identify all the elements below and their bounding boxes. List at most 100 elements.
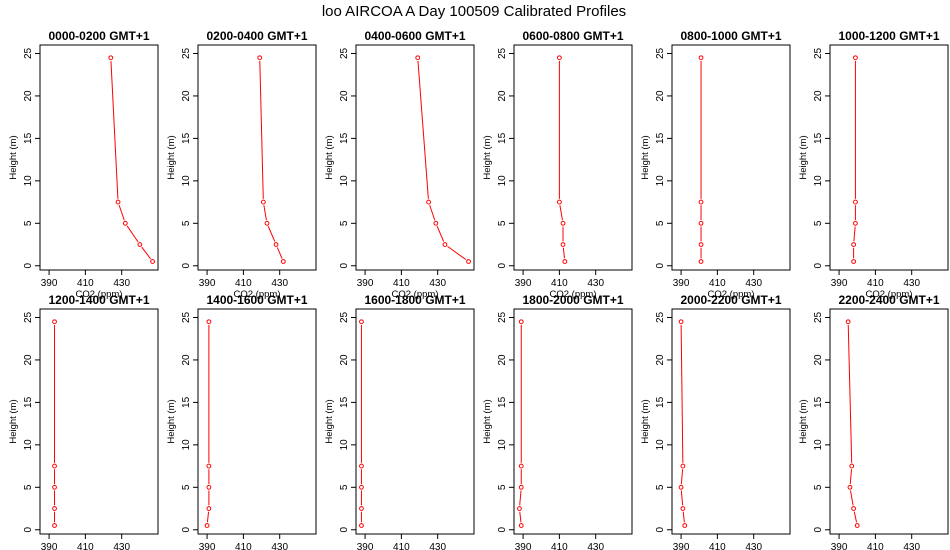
profile-segment (680, 469, 684, 485)
profile-point (415, 55, 421, 61)
profile-point (853, 55, 858, 61)
x-tick-label: 410 (709, 542, 726, 550)
x-tick-label: 430 (113, 278, 130, 289)
y-tick-label: 0 (339, 263, 350, 269)
profile-segment (263, 205, 267, 221)
x-tick-label: 390 (357, 542, 374, 550)
x-axis-label: CO2 (ppm) (392, 289, 439, 300)
x-axis-label: CO2 (ppm) (866, 289, 913, 300)
x-tick-label: 430 (903, 542, 920, 550)
profile-point (264, 220, 270, 226)
profile-point (122, 220, 128, 226)
y-tick-label: 15 (813, 396, 824, 408)
y-tick-label: 5 (23, 220, 34, 226)
plot-frame (197, 44, 317, 271)
x-axis-label: CO2 (ppm) (550, 289, 597, 300)
profile-point (442, 242, 448, 247)
y-tick-label: 25 (813, 311, 824, 323)
profile-segment (118, 204, 125, 221)
profile-segment (110, 60, 119, 199)
profile-point (680, 506, 686, 511)
y-tick-label: 10 (497, 175, 508, 187)
profile-segment (680, 490, 684, 506)
y-tick-label: 5 (339, 220, 350, 226)
profile-point (556, 55, 562, 61)
x-tick-label: 410 (235, 542, 252, 550)
profile-segment (519, 511, 522, 523)
x-tick-label: 410 (77, 278, 94, 289)
profile-point (698, 259, 704, 264)
y-tick-label: 10 (181, 439, 192, 451)
x-axis-label: CO2 (ppm) (234, 289, 281, 300)
x-tick-label: 390 (673, 542, 690, 550)
profile-point (851, 242, 856, 247)
y-tick-label: 10 (497, 439, 508, 451)
y-tick-label: 25 (181, 311, 192, 323)
y-tick-label: 20 (655, 354, 666, 366)
profile-point (698, 242, 704, 247)
y-tick-label: 0 (813, 527, 824, 533)
profile-point (560, 220, 566, 226)
y-tick-label: 10 (23, 175, 34, 187)
y-tick-label: 0 (497, 263, 508, 269)
x-tick-label: 390 (199, 542, 216, 550)
y-tick-label: 15 (813, 132, 824, 144)
y-tick-label: 20 (181, 90, 192, 102)
y-tick-label: 15 (497, 132, 508, 144)
profile-point (853, 199, 858, 205)
plot-frame (39, 308, 159, 535)
y-tick-label: 5 (497, 220, 508, 226)
x-tick-label: 390 (673, 278, 690, 289)
y-axis-label: Height (m) (798, 399, 809, 443)
profile-point (854, 523, 860, 528)
plot-frame (513, 44, 633, 271)
y-tick-label: 25 (497, 47, 508, 59)
profile-point (260, 199, 266, 205)
y-tick-label: 5 (813, 220, 824, 226)
profile-point (678, 484, 684, 490)
y-axis-label: Height (m) (482, 399, 493, 443)
profile-point (698, 199, 704, 205)
profile-point (682, 523, 688, 528)
profile-point (853, 220, 858, 226)
x-tick-label: 410 (393, 278, 410, 289)
y-tick-label: 15 (339, 132, 350, 144)
y-tick-label: 5 (181, 484, 192, 490)
y-tick-label: 10 (181, 175, 192, 187)
profile-point (52, 484, 57, 490)
profile-segment (447, 245, 467, 261)
profile-point (698, 55, 704, 61)
profile-point (847, 484, 853, 490)
x-tick-label: 430 (587, 278, 604, 289)
profile-point (849, 463, 855, 469)
y-tick-label: 0 (497, 527, 508, 533)
x-tick-label: 390 (199, 278, 216, 289)
y-tick-label: 20 (23, 90, 34, 102)
profile-point (851, 259, 856, 264)
profile-point (204, 523, 210, 528)
y-axis-label: Height (m) (482, 135, 493, 179)
profile-point (206, 319, 212, 325)
x-axis-label: CO2 (ppm) (708, 289, 755, 300)
x-tick-label: 430 (903, 278, 920, 289)
y-tick-label: 25 (23, 311, 34, 323)
x-tick-label: 410 (551, 278, 568, 289)
plot-frame (671, 44, 791, 271)
y-tick-label: 10 (339, 439, 350, 451)
panel-title: 1000-1200 GMT+1 (838, 29, 939, 43)
y-axis-label: Height (m) (166, 135, 177, 179)
profile-segment (847, 324, 853, 463)
panel-title: 0000-0200 GMT+1 (48, 29, 149, 43)
profile-segment (141, 246, 152, 260)
x-tick-label: 410 (77, 542, 94, 550)
y-tick-label: 5 (181, 220, 192, 226)
x-tick-label: 430 (745, 278, 762, 289)
plot-frame (671, 308, 791, 535)
